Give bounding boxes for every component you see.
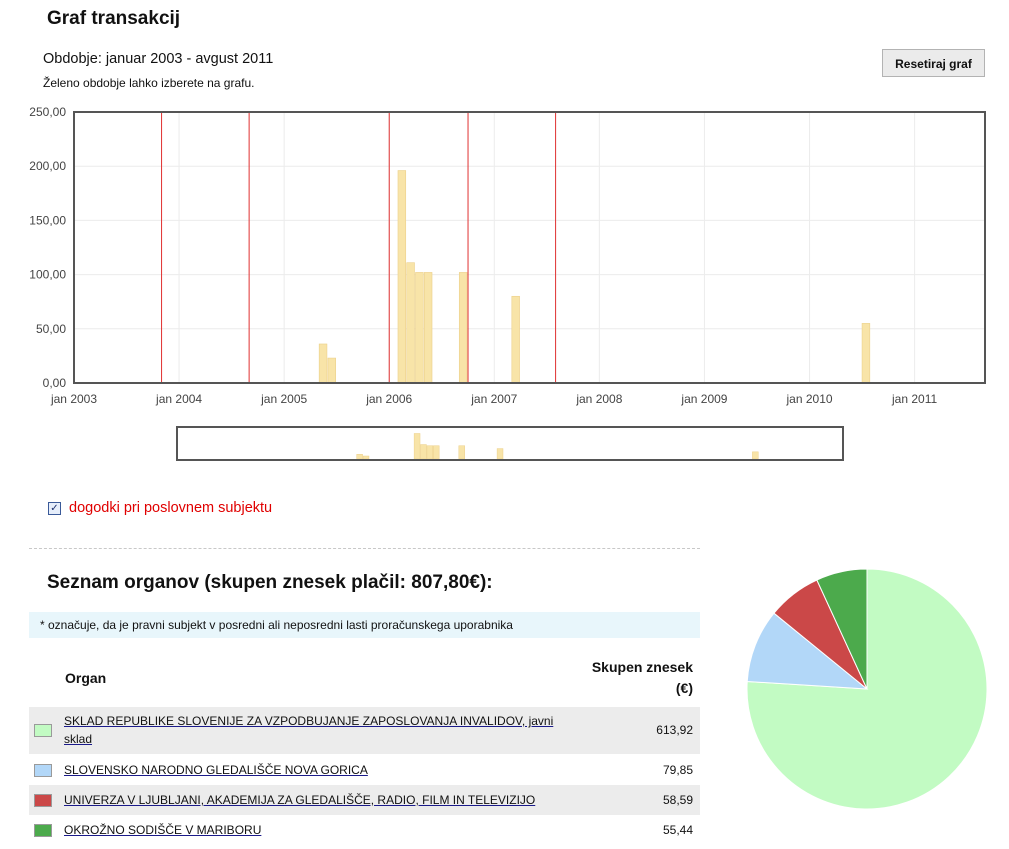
table-header-organ: Organ	[65, 670, 107, 686]
bar	[861, 323, 871, 384]
x-tick-label: jan 2005	[260, 392, 307, 406]
page-title: Graf transakcij	[47, 8, 181, 29]
table-row: UNIVERZA V LJUBLJANI, AKADEMIJA ZA GLEDA…	[29, 785, 700, 815]
y-tick-label: 250,00	[29, 105, 66, 119]
row-color-swatch	[34, 724, 52, 737]
organ-amount: 79,85	[662, 763, 693, 777]
reset-graph-button[interactable]: Resetiraj graf	[882, 49, 985, 77]
table-row: SKLAD REPUBLIKE SLOVENIJE ZA VZPODBUJANJ…	[29, 707, 700, 754]
y-tick-label: 0,00	[43, 376, 67, 390]
overview-bar	[426, 445, 434, 460]
overview-bar	[458, 445, 465, 460]
overview-bar	[433, 445, 440, 460]
bar	[318, 343, 328, 384]
plot-frame	[73, 111, 986, 384]
overview-range-selector[interactable]	[176, 426, 844, 462]
pie-slice	[746, 568, 988, 810]
overview-bar	[420, 444, 427, 460]
period-label: Obdobje: januar 2003 - avgust 2011	[43, 51, 274, 67]
bar	[397, 170, 407, 384]
overview-frame	[176, 426, 844, 461]
table-row: SLOVENSKO NARODNO GLEDALIŠČE NOVA GORICA…	[29, 755, 700, 785]
row-color-swatch	[34, 764, 52, 777]
x-tick-label: jan 2004	[155, 392, 202, 406]
pie-slice	[816, 568, 868, 690]
organ-link[interactable]: UNIVERZA V LJUBLJANI, AKADEMIJA ZA GLEDA…	[64, 793, 536, 807]
x-tick-label: jan 2007	[470, 392, 517, 406]
table-header-total-line2: (€)	[675, 680, 693, 696]
bar	[458, 272, 468, 384]
table-header-total: Skupen znesek (€)	[560, 657, 693, 699]
y-tick-label: 100,00	[29, 268, 66, 282]
bar	[327, 357, 336, 384]
y-tick-label: 50,00	[36, 322, 66, 336]
x-tick-label: jan 2003	[50, 392, 97, 406]
events-checkbox[interactable]: ✓	[48, 501, 61, 515]
organ-link[interactable]: SLOVENSKO NARODNO GLEDALIŠČE NOVA GORICA	[64, 763, 368, 777]
organ-link[interactable]: SKLAD REPUBLIKE SLOVENIJE ZA VZPODBUJANJ…	[64, 714, 554, 746]
table-row: OKROŽNO SODIŠČE V MARIBORU 55,44	[29, 815, 700, 845]
transactions-chart[interactable]: 0,00 50,00 100,00 150,00 200,00 250,00 jan 200…	[0, 100, 1009, 415]
x-tick-label: jan 2009	[680, 392, 727, 406]
organs-list-title: Seznam organov (skupen znesek plačil: 80…	[47, 572, 493, 593]
organs-pie-chart	[746, 568, 988, 810]
overview-bar	[413, 433, 421, 460]
organ-link[interactable]: OKROŽNO SODIŠČE V MARIBORU	[64, 823, 262, 837]
organ-amount: 58,59	[662, 793, 693, 807]
bar	[415, 272, 424, 384]
ownership-note: * označuje, da je pravni subjekt v posre…	[29, 612, 700, 638]
row-color-swatch	[34, 794, 52, 807]
overview-bar	[362, 455, 370, 460]
x-tick-label: jan 2006	[365, 392, 412, 406]
bar	[406, 262, 415, 384]
x-tick-label: jan 2008	[575, 392, 622, 406]
bar	[511, 295, 520, 384]
events-checkbox-row[interactable]: ✓ dogodki pri poslovnem subjektu	[48, 500, 272, 516]
bar	[423, 272, 433, 384]
x-tick-label: jan 2011	[891, 392, 937, 406]
pie-slice	[746, 612, 869, 690]
x-tick-label: jan 2010	[786, 392, 833, 406]
section-divider	[29, 548, 700, 549]
overview-bar	[752, 451, 759, 460]
organ-amount: 55,44	[662, 823, 693, 837]
row-color-swatch	[34, 824, 52, 837]
overview-bar	[356, 454, 363, 460]
y-tick-label: 150,00	[29, 213, 66, 227]
events-checkbox-label[interactable]: dogodki pri poslovnem subjektu	[69, 500, 273, 516]
y-tick-label: 200,00	[29, 159, 66, 173]
organ-amount: 613,92	[656, 723, 693, 737]
period-hint: Želeno obdobje lahko izberete na grafu.	[43, 76, 255, 90]
overview-bar	[496, 448, 504, 460]
table-header-total-line1: Skupen znesek	[591, 659, 693, 675]
